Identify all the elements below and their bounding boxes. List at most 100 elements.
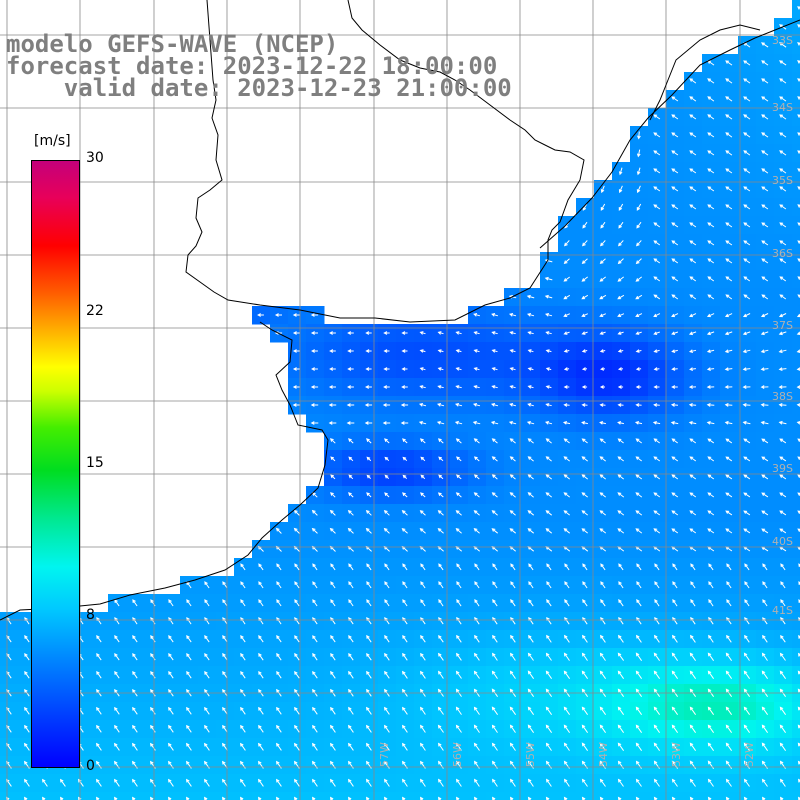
wind-arrow xyxy=(455,456,462,462)
wind-arrow xyxy=(778,313,787,318)
wind-arrow xyxy=(743,276,751,282)
wind-arrow xyxy=(382,403,391,407)
wind-arrow xyxy=(582,203,588,211)
wind-arrow xyxy=(670,421,679,425)
wind-arrow xyxy=(707,760,715,769)
wind-arrow xyxy=(562,421,571,425)
wind-arrow xyxy=(510,563,516,571)
wind-arrow xyxy=(725,186,733,192)
wind-arrow xyxy=(778,367,787,371)
wind-arrow xyxy=(257,742,264,751)
wind-arrow xyxy=(294,652,300,661)
wind-arrow xyxy=(599,670,607,679)
wind-arrow xyxy=(653,331,660,335)
wind-arrow xyxy=(168,670,174,679)
wind-arrow xyxy=(420,742,426,751)
wind-arrow xyxy=(599,760,606,769)
wind-arrow xyxy=(726,563,732,571)
wind-arrow xyxy=(311,527,318,534)
wind-arrow xyxy=(761,186,769,192)
wind-arrow xyxy=(330,563,336,571)
wind-arrow xyxy=(635,724,643,733)
wind-arrow xyxy=(688,421,697,425)
wind-arrow xyxy=(797,510,800,515)
lat-label: 33S xyxy=(772,34,793,47)
wind-arrow xyxy=(563,349,570,353)
wind-arrow xyxy=(23,742,30,751)
wind-arrow xyxy=(24,706,30,715)
wind-arrow xyxy=(689,276,697,282)
wind-arrow xyxy=(707,724,715,733)
wind-arrow xyxy=(743,240,751,246)
wind-arrow xyxy=(581,240,588,247)
wind-arrow xyxy=(365,367,372,371)
wind-arrow xyxy=(653,706,661,715)
wind-arrow xyxy=(491,724,498,733)
wind-arrow xyxy=(419,367,426,371)
wind-arrow xyxy=(528,778,534,787)
wind-arrow xyxy=(292,349,300,353)
wind-arrow xyxy=(402,474,408,479)
wind-arrow xyxy=(672,563,678,571)
wind-cell xyxy=(792,324,800,343)
wind-arrow xyxy=(779,204,787,210)
wind-arrow xyxy=(491,528,499,534)
wind-arrow xyxy=(528,599,534,607)
wind-arrow xyxy=(670,403,679,407)
wind-arrow xyxy=(689,294,697,300)
wind-arrow xyxy=(365,706,372,715)
wind-arrow xyxy=(797,688,800,693)
wind-arrow xyxy=(509,706,517,715)
wind-arrow xyxy=(689,510,697,516)
wind-arrow xyxy=(527,510,535,516)
wind-arrow xyxy=(492,652,498,661)
wind-arrow xyxy=(366,563,372,571)
wind-arrow xyxy=(725,724,733,733)
wind-arrow xyxy=(671,132,679,138)
wind-arrow xyxy=(637,131,641,140)
wind-arrow xyxy=(492,599,498,607)
wind-arrow xyxy=(725,294,733,300)
wind-arrow xyxy=(276,635,282,643)
wind-cell xyxy=(792,342,800,361)
wind-arrow xyxy=(779,474,787,480)
wind-cell xyxy=(594,792,613,800)
wind-arrow xyxy=(743,96,751,102)
wind-arrow xyxy=(618,167,623,176)
colorbar-tick-15: 15 xyxy=(86,455,104,471)
wind-arrow xyxy=(365,509,372,516)
wind-arrow xyxy=(743,222,751,228)
wind-arrow xyxy=(526,294,535,299)
wind-arrow xyxy=(366,492,372,498)
wind-arrow xyxy=(635,385,642,389)
wind-arrow xyxy=(581,349,588,353)
wind-arrow xyxy=(671,313,679,318)
wind-cell xyxy=(414,792,433,800)
wind-arrow xyxy=(222,599,228,607)
wind-arrow xyxy=(617,349,624,353)
wind-arrow xyxy=(743,294,751,300)
wind-cell xyxy=(576,792,595,800)
wind-arrow xyxy=(779,276,787,282)
wind-arrow xyxy=(743,150,751,156)
wind-arrow xyxy=(222,581,228,589)
wind-arrow xyxy=(384,563,390,571)
wind-arrow xyxy=(491,349,498,353)
wind-arrow xyxy=(796,385,800,389)
wind-arrow xyxy=(689,724,697,733)
title-forecast-date: forecast date: 2023-12-22 18:00:00 xyxy=(6,52,498,80)
wind-arrow xyxy=(293,742,300,751)
wind-cell xyxy=(792,666,800,685)
wind-arrow xyxy=(671,492,679,498)
wind-arrow xyxy=(348,599,354,607)
wind-arrow xyxy=(383,349,390,353)
wind-arrow xyxy=(725,510,733,516)
wind-cell xyxy=(792,774,800,793)
wind-arrow xyxy=(563,385,570,389)
wind-arrow xyxy=(328,421,337,425)
wind-arrow xyxy=(292,367,300,371)
wind-arrow xyxy=(725,652,733,661)
wind-arrow xyxy=(420,474,426,480)
wind-arrow xyxy=(708,599,714,607)
wind-arrow xyxy=(348,652,354,661)
